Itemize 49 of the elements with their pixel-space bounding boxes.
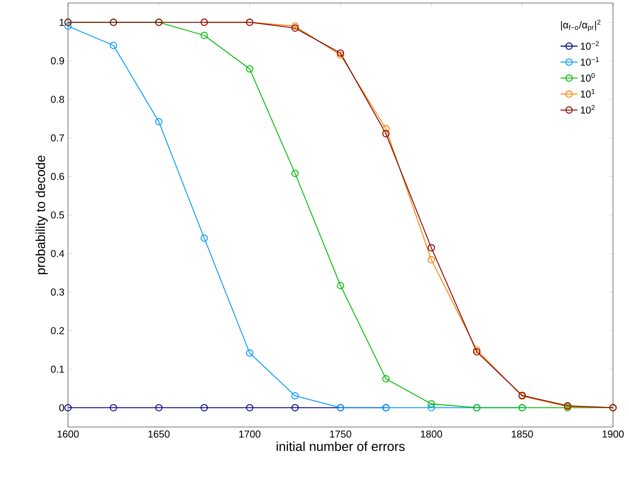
x-axis-title: initial number of errors xyxy=(276,441,405,452)
point xyxy=(428,404,435,412)
point xyxy=(291,404,299,412)
x-tick-label: 1900 xyxy=(602,430,624,438)
point xyxy=(428,244,435,252)
legend-label: 10$^{0}$ xyxy=(580,73,595,82)
point xyxy=(64,22,72,30)
x-tick-label: 1700 xyxy=(239,430,260,438)
y-tick-label: 0.1 xyxy=(50,366,64,373)
legend-label: 10$^{1}$ xyxy=(580,89,595,98)
y-tick-label: 1 xyxy=(60,18,64,26)
point xyxy=(155,404,162,412)
y-tick-label: 0.5 xyxy=(50,211,64,219)
legend-label: 10$^{−1}$ xyxy=(580,57,599,66)
point xyxy=(155,118,162,126)
y-axis-title: probability to decode xyxy=(36,156,48,274)
y-tick-label: 0 xyxy=(59,404,64,412)
point xyxy=(110,404,118,412)
x-tick-label: 1600 xyxy=(58,430,79,438)
point xyxy=(291,392,299,400)
y-tick-label: 0.3 xyxy=(50,288,64,296)
x-tick-label: 1800 xyxy=(420,430,442,438)
point xyxy=(428,256,435,264)
point xyxy=(291,170,299,178)
x-tick-label: 1650 xyxy=(148,430,170,438)
point xyxy=(336,282,344,290)
point xyxy=(246,349,254,357)
point xyxy=(110,42,118,50)
x-tick-label: 1750 xyxy=(330,430,352,438)
point xyxy=(200,404,208,412)
point xyxy=(64,404,72,412)
point xyxy=(428,400,435,408)
legend-title: |α$_{f−o}$/α$_{pr}$|$^{2}$ xyxy=(561,20,600,32)
point xyxy=(200,32,208,40)
point xyxy=(382,130,390,138)
point xyxy=(382,375,390,382)
point xyxy=(200,234,208,242)
y-tick-label: 0.7 xyxy=(50,134,64,142)
y-tick-label: 0.4 xyxy=(50,250,64,258)
y-tick-label: 0.2 xyxy=(50,327,64,334)
point xyxy=(246,65,254,73)
y-tick-label: 0.8 xyxy=(50,96,64,103)
point xyxy=(382,125,390,132)
legend-label: 10$^{−2}$ xyxy=(580,41,599,50)
legend-label: 10$^{2}$ xyxy=(580,105,595,114)
y-tick-label: 0.6 xyxy=(50,172,64,180)
y-tick-label: 0.9 xyxy=(50,57,64,64)
point xyxy=(246,404,254,412)
x-tick-label: 1850 xyxy=(512,430,533,438)
